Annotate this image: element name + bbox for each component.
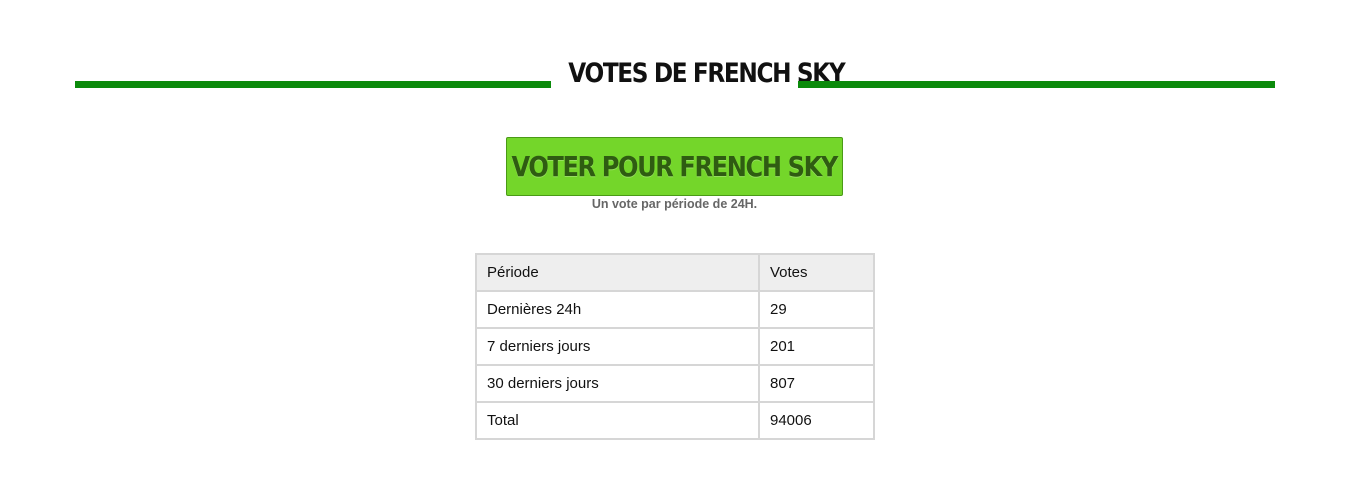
header-rule-right <box>798 81 1275 88</box>
vote-button[interactable]: VOTER POUR FRENCH SKY <box>506 137 843 196</box>
row-votes: 29 <box>758 290 875 329</box>
section-header: VOTES DE FRENCH SKY <box>75 56 1275 102</box>
section-title: VOTES DE FRENCH SKY <box>568 58 845 89</box>
vote-note: Un vote par période de 24H. <box>591 197 758 211</box>
column-header-votes: Votes <box>758 253 875 292</box>
row-votes: 807 <box>758 364 875 403</box>
row-votes: 201 <box>758 327 875 366</box>
row-period: Dernières 24h <box>475 290 760 329</box>
column-header-period: Période <box>475 253 760 292</box>
table-header-row: Période Votes <box>475 253 875 292</box>
header-rule-left <box>75 81 551 88</box>
vote-button-label: VOTER POUR FRENCH SKY <box>511 150 839 183</box>
votes-table: Période Votes Dernières 24h 29 7 dernier… <box>475 253 875 440</box>
table-row: Total 94006 <box>475 401 875 440</box>
row-period: Total <box>475 401 760 440</box>
table-row: 7 derniers jours 201 <box>475 327 875 366</box>
table-row: 30 derniers jours 807 <box>475 364 875 403</box>
row-period: 7 derniers jours <box>475 327 760 366</box>
table-row: Dernières 24h 29 <box>475 290 875 329</box>
row-period: 30 derniers jours <box>475 364 760 403</box>
row-votes: 94006 <box>758 401 875 440</box>
